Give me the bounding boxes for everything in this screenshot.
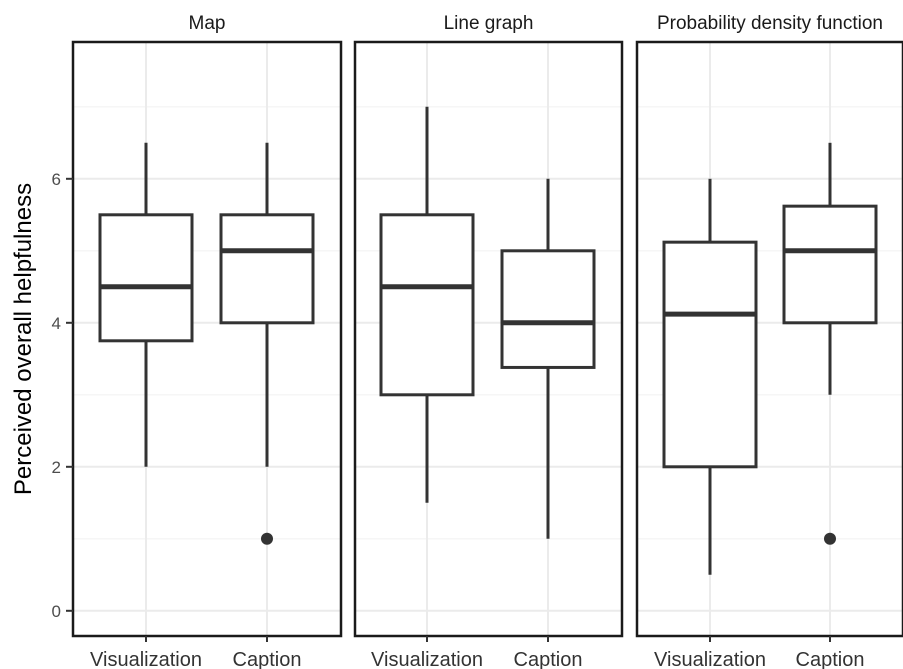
box-visualization — [379, 213, 475, 397]
box-visualization — [662, 240, 758, 469]
y-tick-label: 6 — [52, 170, 61, 189]
panel-title: Line graph — [444, 13, 534, 34]
x-tick-label: Visualization — [371, 649, 483, 669]
panel-border — [71, 40, 343, 638]
box-caption — [219, 213, 315, 325]
y-axis-title: Perceived overall helpfulness — [10, 183, 37, 495]
x-tick-label: Visualization — [90, 649, 202, 669]
box-visualization — [98, 213, 194, 343]
panel-title: Map — [189, 13, 226, 34]
x-tick-label: Visualization — [654, 649, 766, 669]
x-tick-label: Caption — [514, 649, 583, 669]
y-tick-label: 0 — [52, 602, 61, 621]
outlier-point — [824, 532, 836, 545]
x-tick-label: Caption — [796, 649, 865, 669]
box-caption — [500, 249, 596, 369]
y-tick-label: 2 — [52, 458, 61, 477]
box-caption — [782, 204, 878, 325]
panel-title: Probability density function — [657, 13, 883, 34]
panel-border — [635, 40, 903, 638]
panel-border — [353, 40, 624, 638]
x-tick-label: Caption — [233, 649, 302, 669]
outlier-point — [261, 532, 273, 545]
y-tick-label: 4 — [52, 314, 61, 333]
